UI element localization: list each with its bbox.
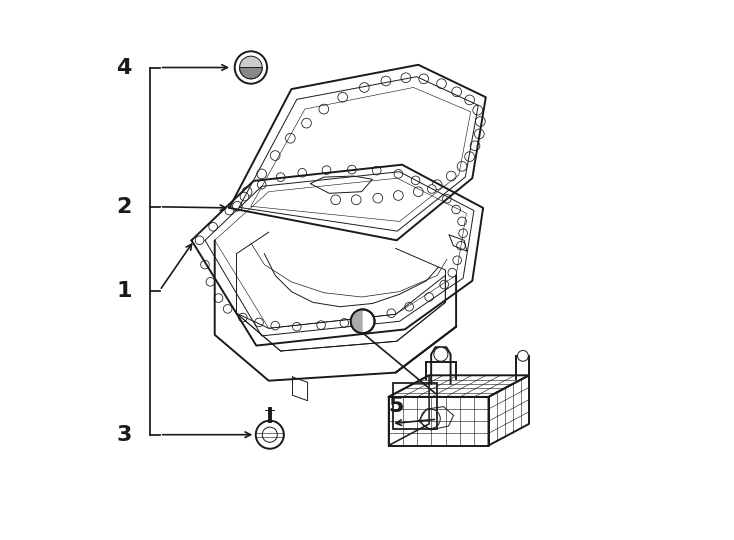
Circle shape bbox=[452, 205, 460, 214]
Text: 3: 3 bbox=[116, 424, 131, 445]
Circle shape bbox=[470, 141, 480, 151]
Circle shape bbox=[453, 256, 462, 265]
Circle shape bbox=[437, 79, 446, 89]
Circle shape bbox=[421, 409, 440, 429]
Circle shape bbox=[476, 117, 485, 126]
Circle shape bbox=[352, 195, 361, 205]
Circle shape bbox=[258, 180, 266, 189]
Circle shape bbox=[404, 302, 413, 311]
Circle shape bbox=[270, 151, 280, 160]
Bar bbox=[393, 383, 437, 429]
Circle shape bbox=[443, 194, 451, 203]
Circle shape bbox=[239, 56, 262, 79]
Circle shape bbox=[459, 229, 468, 238]
Circle shape bbox=[372, 166, 381, 175]
Circle shape bbox=[340, 319, 349, 327]
Circle shape bbox=[517, 350, 528, 361]
Circle shape bbox=[425, 293, 433, 301]
Circle shape bbox=[302, 118, 311, 128]
Circle shape bbox=[458, 217, 466, 226]
Circle shape bbox=[255, 421, 284, 449]
Circle shape bbox=[223, 305, 232, 313]
Circle shape bbox=[233, 201, 242, 211]
Circle shape bbox=[427, 185, 436, 193]
Circle shape bbox=[257, 169, 266, 179]
Text: 1: 1 bbox=[116, 280, 131, 301]
Circle shape bbox=[286, 133, 295, 143]
Circle shape bbox=[208, 222, 217, 231]
Circle shape bbox=[298, 168, 307, 177]
Circle shape bbox=[465, 152, 474, 161]
Circle shape bbox=[239, 313, 247, 322]
Circle shape bbox=[432, 180, 442, 190]
Circle shape bbox=[206, 278, 215, 286]
Wedge shape bbox=[351, 309, 363, 333]
Circle shape bbox=[242, 187, 252, 197]
Circle shape bbox=[351, 309, 374, 333]
Wedge shape bbox=[239, 68, 262, 79]
Circle shape bbox=[473, 105, 482, 115]
Circle shape bbox=[457, 241, 465, 250]
Circle shape bbox=[387, 309, 396, 318]
Circle shape bbox=[348, 165, 356, 174]
Circle shape bbox=[457, 161, 467, 171]
Circle shape bbox=[394, 170, 403, 178]
Circle shape bbox=[413, 187, 424, 197]
Circle shape bbox=[225, 206, 233, 215]
Circle shape bbox=[360, 83, 369, 92]
Circle shape bbox=[271, 321, 280, 330]
Circle shape bbox=[195, 236, 204, 245]
Circle shape bbox=[322, 166, 331, 174]
Text: 2: 2 bbox=[116, 197, 131, 217]
Circle shape bbox=[338, 92, 348, 102]
Circle shape bbox=[440, 280, 448, 289]
Circle shape bbox=[448, 268, 457, 277]
Circle shape bbox=[262, 427, 277, 442]
Text: 5: 5 bbox=[388, 396, 404, 416]
Circle shape bbox=[255, 318, 264, 327]
Circle shape bbox=[419, 74, 429, 84]
Circle shape bbox=[363, 314, 371, 323]
Circle shape bbox=[474, 129, 484, 139]
Circle shape bbox=[292, 322, 301, 331]
Circle shape bbox=[381, 76, 390, 86]
Circle shape bbox=[411, 176, 420, 185]
Circle shape bbox=[373, 193, 382, 203]
Text: 4: 4 bbox=[116, 57, 131, 78]
Circle shape bbox=[240, 192, 249, 201]
Circle shape bbox=[446, 171, 456, 181]
Circle shape bbox=[200, 260, 209, 269]
Circle shape bbox=[214, 294, 223, 302]
Circle shape bbox=[317, 321, 325, 329]
Circle shape bbox=[331, 195, 341, 205]
Circle shape bbox=[401, 73, 411, 83]
Circle shape bbox=[465, 95, 474, 105]
Circle shape bbox=[319, 104, 329, 114]
Circle shape bbox=[434, 347, 448, 361]
Circle shape bbox=[276, 173, 285, 181]
Circle shape bbox=[393, 191, 403, 200]
Circle shape bbox=[452, 87, 462, 97]
